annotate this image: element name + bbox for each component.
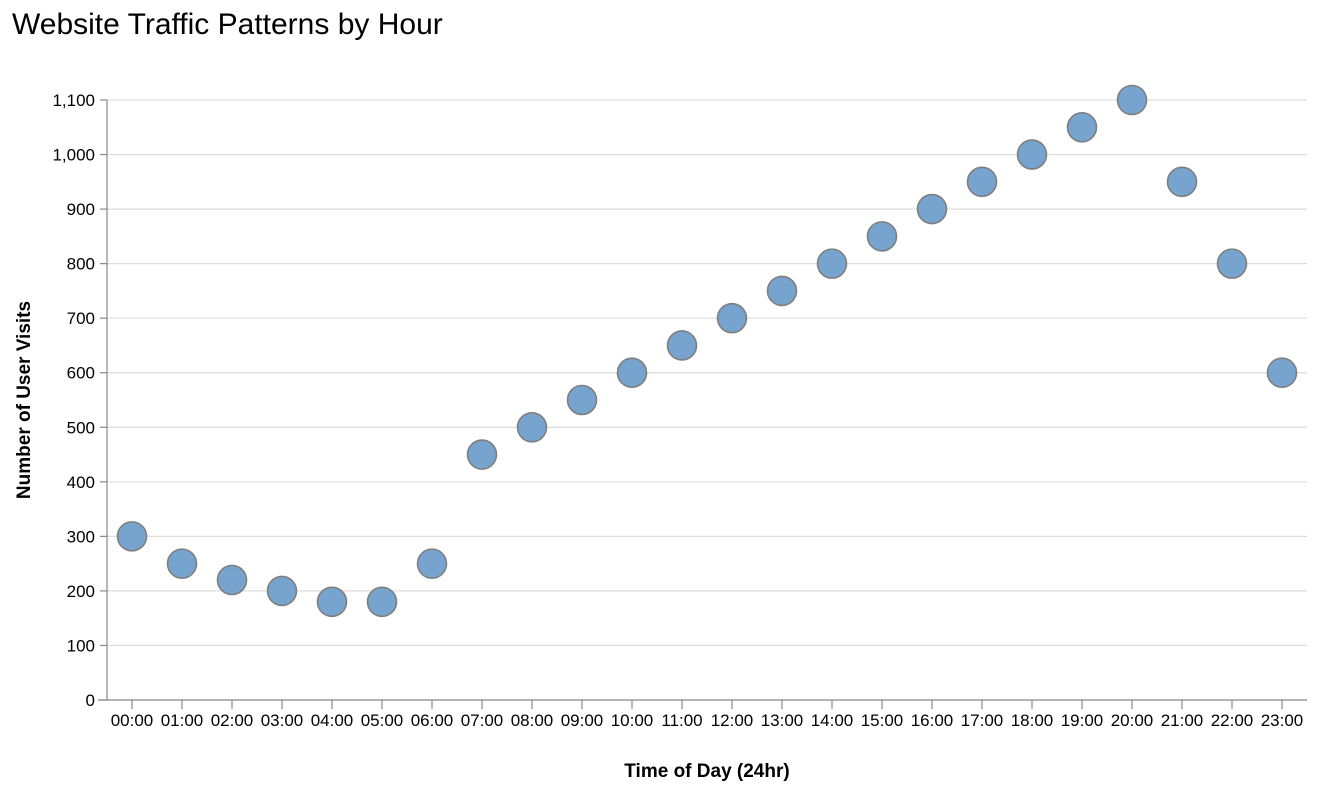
data-point[interactable] [716,302,748,334]
data-point[interactable] [666,330,698,361]
x-tick-label: 22:00 [1211,711,1254,730]
y-axis-title: Number of User Visits [14,301,35,499]
y-tick-label: 0 [86,691,95,710]
x-tick-label: 09:00 [561,711,604,730]
x-tick-label: 15:00 [861,711,904,730]
x-tick-label: 13:00 [761,711,804,730]
data-point[interactable] [816,248,848,279]
x-tick-label: 10:00 [611,711,654,730]
data-point[interactable] [416,548,448,579]
x-tick-label: 11:00 [661,711,702,730]
x-tick-label: 03:00 [261,711,304,730]
y-tick-label: 1,000 [52,146,95,165]
x-tick-label: 01:00 [161,711,204,730]
data-point[interactable] [516,411,548,443]
y-tick-label: 300 [67,527,95,546]
chart-title: Website Traffic Patterns by Hour [12,8,443,41]
y-tick-label: 600 [67,364,95,383]
data-point[interactable] [116,521,148,552]
x-tick-label: 04:00 [311,711,354,730]
x-tick-label: 21:00 [1161,711,1204,730]
y-tick-label: 1,100 [52,91,95,110]
data-point[interactable] [466,439,498,470]
data-point[interactable] [1116,84,1148,116]
gridlines [107,99,1307,701]
data-point[interactable] [1166,166,1198,198]
y-axis: 0 100 200 300 400 500 600 700 800 900 1,000 1,100 [52,91,108,710]
x-tick-label: 14:00 [811,711,854,730]
data-point[interactable] [766,275,798,307]
data-point[interactable] [1016,139,1048,170]
x-tick-label: 19:00 [1061,711,1104,730]
x-tick-label: 23:00 [1261,711,1304,730]
data-point[interactable] [966,166,998,198]
x-tick-label: 18:00 [1011,711,1054,730]
y-tick-label: 100 [67,636,95,655]
data-point[interactable] [916,193,948,225]
y-tick-label: 900 [67,200,95,219]
data-point[interactable] [1066,111,1098,143]
x-tick-label: 06:00 [411,711,454,730]
x-axis-title: Time of Day (24hr) [624,761,789,782]
x-tick-label: 00:00 [111,711,154,730]
data-points [116,84,1298,618]
x-tick-label: 12:00 [711,711,754,730]
data-point[interactable] [166,548,198,579]
data-point[interactable] [366,586,398,618]
x-tick-label: 05:00 [361,711,404,730]
x-axis: 00:00 01:00 02:00 03:00 04:00 05:00 06:00 07:00… [98,699,1307,730]
data-point[interactable] [1216,248,1248,279]
x-tick-label: 20:00 [1111,711,1154,730]
x-tick-label: 17:00 [961,711,1004,730]
x-tick-label: 16:00 [911,711,954,730]
x-tick-label: 02:00 [211,711,254,730]
y-tick-label: 400 [67,473,95,492]
y-tick-label: 800 [67,255,95,274]
data-point[interactable] [566,384,598,416]
data-point[interactable] [616,357,648,389]
x-tick-label: 07:00 [461,711,504,730]
y-tick-label: 700 [67,309,95,328]
data-point[interactable] [266,575,298,607]
x-tick-label: 08:00 [511,711,554,730]
data-point[interactable] [216,564,248,596]
data-point[interactable] [1266,357,1298,389]
data-point[interactable] [316,586,348,618]
y-tick-label: 200 [67,582,95,601]
data-point[interactable] [866,221,898,252]
y-tick-label: 500 [67,418,95,437]
